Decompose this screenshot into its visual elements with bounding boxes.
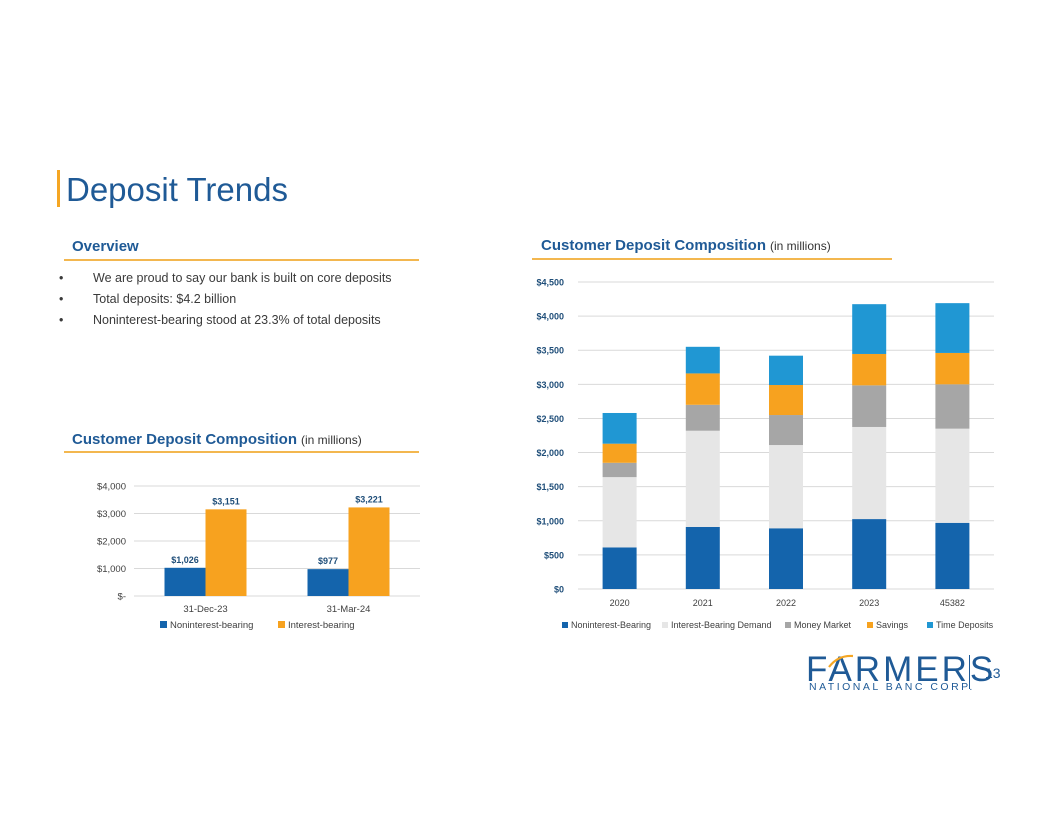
legend-label: Time Deposits [936,620,994,630]
list-item: • We are proud to say our bank is built o… [56,268,392,289]
data-label: $977 [318,556,338,566]
stacked-bar-segment [935,384,970,429]
y-tick-label: $1,000 [97,564,126,575]
x-tick-label: 2021 [693,598,713,608]
y-tick-label: $2,000 [536,448,564,458]
stacked-bar-segment [769,528,803,589]
y-tick-label: $2,000 [97,537,126,548]
legend-label: Money Market [794,620,852,630]
y-tick-label: $4,000 [97,482,126,493]
stacked-bar-segment [852,426,887,520]
y-tick-label: $0 [554,585,564,595]
stacked-bar-segment [685,526,720,589]
y-tick-label: $4,000 [536,312,564,322]
bullet-text: We are proud to say our bank is built on… [93,271,392,285]
legend-label: Interest-Bearing Demand [671,620,772,630]
overview-heading: Overview [72,238,139,255]
stacked-bar-segment [935,352,970,385]
stacked-bar-segment [769,445,803,529]
stacked-bar-segment [769,385,803,416]
stacked-bar-segment [602,477,637,548]
stacked-bar-segment [852,353,887,386]
y-tick-label: $1,500 [536,482,564,492]
legend-swatch [278,621,285,628]
y-tick-label: $500 [544,550,564,560]
y-tick-label: $4,500 [536,278,564,288]
x-tick-label: 2022 [776,598,796,608]
bar [164,567,206,596]
bar [205,509,247,596]
logo-divider [969,655,970,689]
left-chart-heading: Customer Deposit Composition (in millions… [72,431,362,448]
stacked-bar-segment [685,430,720,527]
stacked-bar-segment [602,547,637,589]
bullet-text: Total deposits: $4.2 billion [93,292,237,306]
stacked-bar-segment [602,412,637,444]
right-chart-divider [532,258,892,260]
legend-swatch [927,622,933,628]
list-item: • Total deposits: $4.2 billion [56,289,392,310]
data-label: $3,221 [355,494,383,504]
stacked-bar-segment [852,304,887,354]
x-tick-label: 2023 [859,598,879,608]
x-tick-label: 2020 [610,598,630,608]
x-tick-label: 31-Dec-23 [183,604,227,615]
y-tick-label: $3,500 [536,346,564,356]
legend-label: Interest-bearing [288,620,355,631]
left-chart-heading-text: Customer Deposit Composition [72,431,298,448]
logo-wordmark: FARMERS [806,650,997,689]
legend-label: Noninterest-Bearing [571,620,651,630]
x-tick-label: 45382 [940,598,965,608]
y-tick-label: $- [118,592,126,603]
bar [307,569,349,596]
data-label: $1,026 [171,555,199,565]
left-bar-chart: $- $1,000 $2,000 $3,000 $4,000 $1,026 $3,151 31… [97,482,420,631]
bar [348,507,390,596]
y-tick-label: $1,000 [536,516,564,526]
y-tick-label: $3,000 [536,380,564,390]
legend-label: Savings [876,620,909,630]
overview-divider [64,259,419,261]
right-stacked-bar-chart: $0 $500 $1,000 $1,500 $2,000 $2,500 $3,000 $3,5… [536,278,994,630]
left-chart-unit: (in millions) [301,433,362,447]
bullet-glyph: • [59,292,64,306]
bullet-text: Noninterest-bearing stood at 23.3% of to… [93,313,381,327]
right-chart-unit: (in millions) [770,239,831,253]
legend-swatch [562,622,568,628]
overview-bullet-list: • We are proud to say our bank is built o… [56,268,392,331]
list-item: • Noninterest-bearing stood at 23.3% of t… [56,310,392,331]
stacked-bar-segment [685,373,720,405]
legend-swatch [662,622,668,628]
stacked-bar-segment [769,355,803,386]
bullet-glyph: • [59,313,64,327]
page-number: 13 [985,665,1001,681]
stacked-bar-segment [935,428,970,523]
title-accent-bar [57,170,60,207]
data-label: $3,151 [212,496,240,506]
stacked-bar-segment [685,346,720,374]
stacked-bar-segment [935,522,970,589]
x-tick-label: 31-Mar-24 [327,604,371,615]
logo-swoosh-icon [828,654,854,668]
y-tick-label: $3,000 [97,509,126,520]
page-title: Deposit Trends [66,171,288,208]
stacked-bar-segment [602,443,637,463]
legend-swatch [785,622,791,628]
stacked-bar-segment [852,385,887,427]
left-chart-divider [64,451,419,453]
legend-label: Noninterest-bearing [170,620,253,631]
stacked-bar-segment [852,519,887,589]
legend-swatch [867,622,873,628]
stacked-bar-segment [602,462,637,478]
logo-subtitle: NATIONAL BANC CORP. [809,681,975,693]
y-tick-label: $2,500 [536,414,564,424]
stacked-bar-segment [935,303,970,353]
right-chart-heading: Customer Deposit Composition (in millions… [541,237,831,254]
stacked-bar-segment [685,404,720,431]
legend-swatch [160,621,167,628]
right-chart-heading-text: Customer Deposit Composition [541,237,767,254]
bullet-glyph: • [59,271,64,285]
stacked-bar-segment [769,415,803,446]
